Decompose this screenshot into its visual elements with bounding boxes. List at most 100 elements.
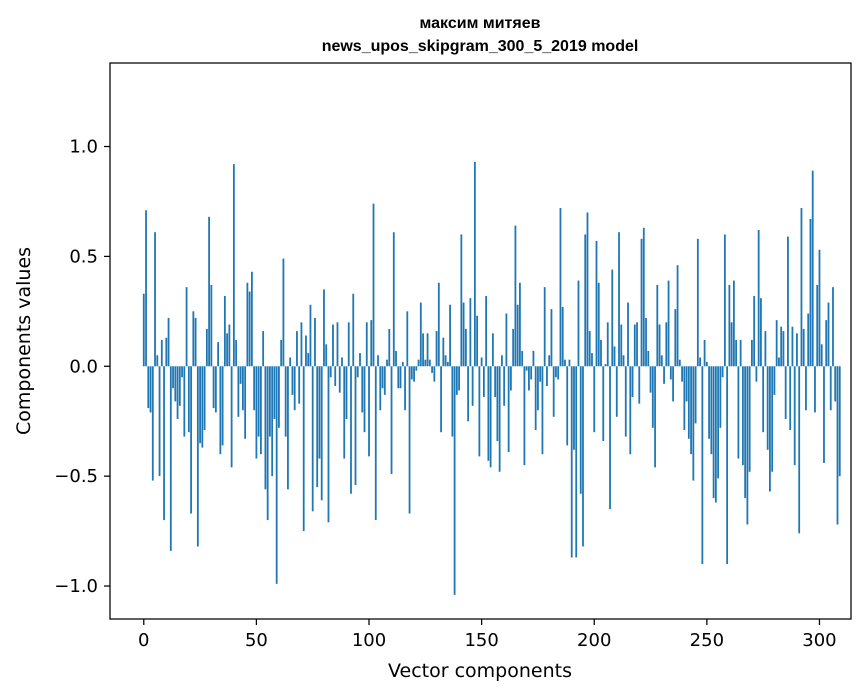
bar-50 [255, 366, 258, 459]
bar-211 [618, 232, 620, 367]
bar-161 [505, 313, 508, 367]
bar-51 [257, 366, 260, 437]
bar-52 [260, 366, 262, 455]
bar-156 [494, 366, 497, 398]
bar-24 [196, 366, 199, 547]
bar-54 [264, 366, 267, 490]
bar-9 [163, 366, 165, 521]
bar-117 [406, 311, 409, 367]
bar-23 [194, 317, 197, 367]
bar-133 [442, 337, 445, 367]
bar-85 [334, 366, 337, 387]
bar-42 [237, 366, 240, 417]
bar-150 [480, 357, 483, 367]
bar-58 [273, 366, 276, 420]
bar-272 [755, 366, 758, 382]
bar-245 [694, 366, 697, 424]
bar-249 [703, 339, 706, 367]
bar-148 [476, 315, 479, 367]
bar-232 [665, 322, 668, 367]
bar-256 [719, 366, 722, 428]
bar-158 [498, 366, 501, 472]
bar-241 [685, 366, 688, 402]
x-axis-ticks: 0 50 100 150 200 250 300 [138, 619, 837, 651]
bar-11 [167, 317, 170, 367]
chart-title-line-1: максим митяев [420, 15, 541, 32]
bar-275 [762, 366, 765, 433]
bar-288 [791, 326, 794, 367]
bar-72 [305, 335, 307, 367]
bar-229 [658, 324, 661, 367]
bar-184 [557, 366, 560, 380]
bar-221 [640, 238, 643, 367]
bar-220 [638, 366, 641, 404]
bar-31 [212, 366, 215, 409]
bar-56 [269, 366, 271, 437]
bar-226 [651, 366, 654, 428]
bar-100 [368, 366, 370, 457]
bar-240 [683, 366, 686, 430]
bar-74 [309, 304, 312, 367]
bar-296 [809, 219, 812, 367]
bar-6 [156, 355, 159, 367]
bar-253 [712, 366, 715, 499]
bar-76 [314, 317, 316, 367]
bar-26 [201, 366, 204, 448]
bar-193 [577, 280, 580, 367]
bar-268 [746, 366, 749, 525]
bar-164 [512, 328, 515, 367]
bar-37 [226, 333, 229, 367]
bar-1 [145, 210, 147, 367]
bar-2 [147, 366, 150, 409]
bar-209 [613, 346, 616, 367]
bar-49 [253, 366, 256, 411]
bar-12 [169, 366, 172, 551]
bar-108 [386, 359, 388, 367]
bar-14 [174, 366, 177, 402]
bar-113 [397, 366, 400, 389]
bar-139 [455, 366, 458, 395]
bar-259 [726, 366, 729, 565]
bar-270 [751, 339, 753, 367]
bar-251 [708, 366, 711, 439]
bar-284 [782, 331, 785, 367]
bar-160 [503, 366, 506, 406]
bar-152 [485, 295, 488, 367]
bar-35 [221, 366, 224, 446]
bar-91 [347, 322, 350, 367]
bar-103 [374, 366, 377, 521]
bar-64 [287, 366, 289, 490]
y-tick-label: 1.0 [69, 137, 98, 158]
bar-105 [379, 366, 382, 411]
bar-75 [311, 366, 314, 512]
bar-142 [462, 302, 465, 367]
bars-group [142, 161, 841, 595]
bar-143 [464, 328, 467, 367]
bar-41 [235, 339, 238, 367]
bar-207 [609, 366, 611, 510]
bar-276 [764, 331, 767, 367]
bar-29 [208, 216, 210, 367]
bar-32 [214, 366, 217, 413]
bar-197 [586, 212, 589, 367]
bar-187 [564, 359, 566, 367]
bar-198 [588, 331, 591, 367]
bar-15 [176, 366, 179, 420]
bar-123 [419, 302, 422, 367]
bar-48 [250, 271, 253, 367]
bar-222 [642, 227, 645, 367]
bar-47 [248, 291, 251, 367]
bar-107 [383, 366, 386, 395]
bar-176 [539, 366, 542, 382]
y-axis-ticks: 1.0 0.5 0.0 −0.5 −1.0 [54, 137, 110, 597]
bar-218 [633, 324, 636, 367]
bar-188 [566, 366, 569, 446]
bar-18 [183, 366, 186, 437]
bar-189 [568, 359, 571, 367]
bar-153 [487, 366, 490, 461]
bar-4 [151, 366, 154, 481]
bar-87 [338, 366, 341, 393]
bar-298 [814, 366, 816, 413]
bar-227 [654, 366, 656, 468]
bar-181 [550, 309, 553, 367]
